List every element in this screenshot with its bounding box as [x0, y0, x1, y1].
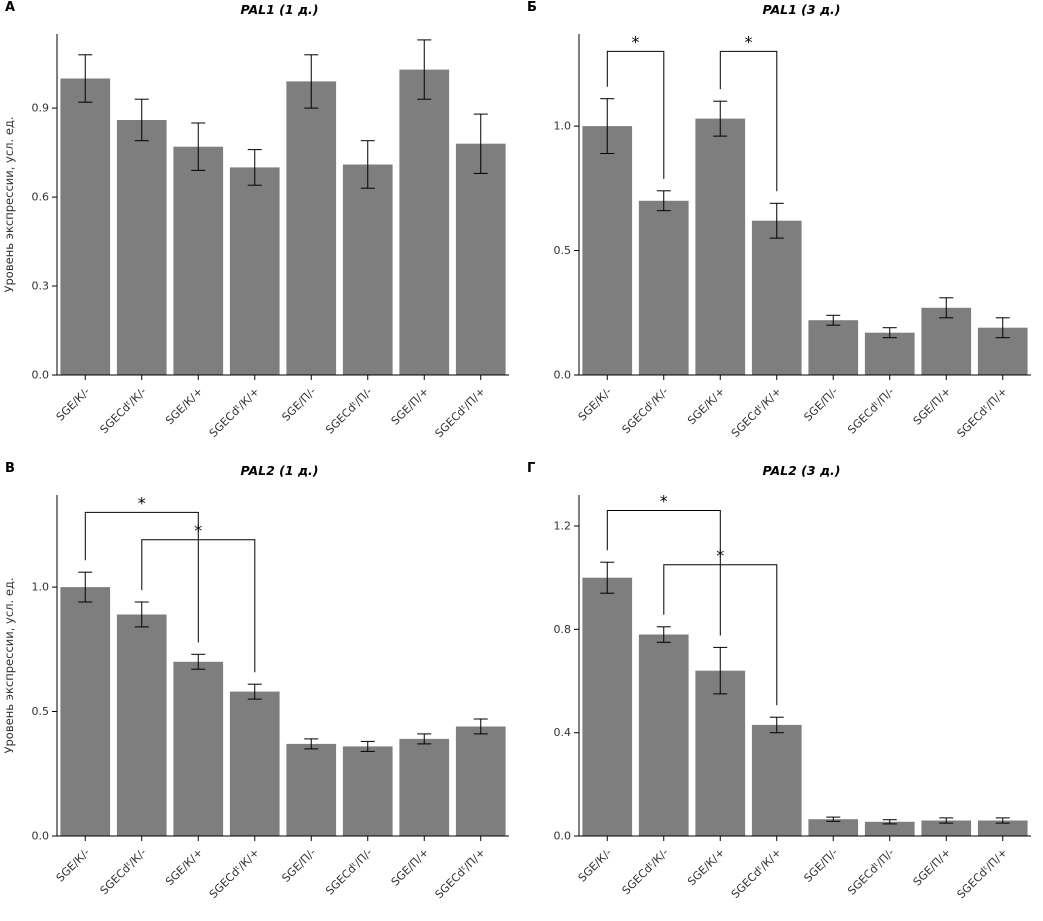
svg-text:0.6: 0.6: [32, 191, 50, 204]
svg-text:0.3: 0.3: [32, 280, 50, 293]
svg-text:SGE/К/+: SGE/К/+: [685, 385, 727, 427]
svg-text:*: *: [194, 521, 202, 540]
panel-v: В PAL2 (1 д.) 0.0 0.5 1.0 SGE/К/- SGECdᵗ/К/-…: [0, 461, 521, 921]
svg-text:*: *: [632, 32, 640, 51]
svg-text:0.0: 0.0: [32, 369, 50, 382]
svg-text:SGE/К/+: SGE/К/+: [163, 385, 205, 427]
panel-letter-v: В: [5, 461, 15, 476]
svg-text:SGECdᵗ/П/-: SGECdᵗ/П/-: [323, 846, 375, 898]
svg-text:SGECdᵗ/П/-: SGECdᵗ/П/-: [845, 385, 897, 437]
svg-text:*: *: [745, 32, 753, 51]
svg-text:SGE/П/+: SGE/П/+: [389, 846, 432, 889]
svg-text:SGE/К/-: SGE/К/-: [576, 846, 615, 885]
svg-text:SGECdᵗ/К/-: SGECdᵗ/К/-: [620, 385, 671, 436]
panel-letter-b: Б: [527, 0, 537, 15]
svg-text:SGECdᵗ/П/+: SGECdᵗ/П/+: [955, 385, 1010, 440]
svg-text:SGECdᵗ/К/-: SGECdᵗ/К/-: [98, 385, 149, 436]
svg-text:SGECdᵗ/К/+: SGECdᵗ/К/+: [207, 846, 262, 901]
svg-text:SGE/К/-: SGE/К/-: [54, 846, 93, 885]
panel-g: Г PAL2 (3 д.) 0.0 0.4 0.8 1.2 SGE/К/- SGECdᵗ/…: [522, 461, 1043, 921]
svg-text:SGECdᵗ/К/+: SGECdᵗ/К/+: [729, 846, 784, 901]
svg-text:Уровень экспрессии, усл. ед.: Уровень экспрессии, усл. ед.: [2, 117, 16, 293]
svg-text:SGE/К/+: SGE/К/+: [685, 846, 727, 888]
svg-text:SGE/П/+: SGE/П/+: [911, 846, 954, 889]
svg-text:SGECdᵗ/П/-: SGECdᵗ/П/-: [323, 385, 375, 437]
svg-text:SGECdᵗ/П/-: SGECdᵗ/П/-: [845, 846, 897, 898]
svg-text:0.0: 0.0: [554, 369, 572, 382]
svg-text:SGECdᵗ/К/-: SGECdᵗ/К/-: [98, 846, 149, 897]
svg-text:Уровень экспрессии, усл. ед.: Уровень экспрессии, усл. ед.: [2, 578, 16, 754]
chart-title-v: PAL2 (1 д.): [240, 463, 319, 478]
svg-text:SGE/К/-: SGE/К/-: [576, 385, 615, 424]
svg-text:SGECdᵗ/К/+: SGECdᵗ/К/+: [729, 385, 784, 440]
svg-text:0.9: 0.9: [32, 102, 50, 115]
svg-text:1.0: 1.0: [32, 581, 50, 594]
svg-text:SGE/П/-: SGE/П/-: [801, 385, 840, 424]
svg-text:SGE/П/-: SGE/П/-: [801, 846, 840, 885]
svg-text:SGE/П/-: SGE/П/-: [279, 385, 318, 424]
svg-text:SGE/П/-: SGE/П/-: [279, 846, 318, 885]
svg-text:1.0: 1.0: [554, 120, 572, 133]
svg-text:SGE/П/+: SGE/П/+: [389, 385, 432, 428]
svg-text:1.2: 1.2: [554, 520, 572, 533]
svg-text:SGE/К/-: SGE/К/-: [54, 385, 93, 424]
svg-text:0.0: 0.0: [32, 830, 50, 843]
svg-text:SGECdᵗ/П/+: SGECdᵗ/П/+: [955, 846, 1010, 901]
panel-b: Б PAL1 (3 д.) 0.0 0.5 1.0 SGE/К/- SGECdᵗ/К/-…: [522, 0, 1043, 460]
chart-title-g: PAL2 (3 д.): [762, 463, 841, 478]
svg-text:0.5: 0.5: [554, 244, 572, 257]
svg-text:0.0: 0.0: [554, 830, 572, 843]
svg-text:0.5: 0.5: [32, 705, 50, 718]
svg-text:SGECdᵗ/П/+: SGECdᵗ/П/+: [433, 846, 488, 901]
svg-text:SGECdᵗ/К/+: SGECdᵗ/К/+: [207, 385, 262, 440]
panel-a: А PAL1 (1 д.) 0.0 0.3 0.6 0.9 SGE/К/- SGECdᵗ/…: [0, 0, 521, 460]
svg-text:*: *: [138, 493, 146, 512]
svg-text:SGECdᵗ/К/-: SGECdᵗ/К/-: [620, 846, 671, 897]
svg-text:0.4: 0.4: [554, 726, 572, 739]
panel-letter-g: Г: [527, 461, 536, 476]
chart-title-a: PAL1 (1 д.): [240, 2, 319, 17]
svg-text:*: *: [660, 492, 668, 511]
panel-letter-a: А: [5, 0, 16, 15]
svg-text:SGE/П/+: SGE/П/+: [911, 385, 954, 428]
svg-text:SGE/К/+: SGE/К/+: [163, 846, 205, 888]
svg-text:SGECdᵗ/П/+: SGECdᵗ/П/+: [433, 385, 488, 440]
svg-text:0.8: 0.8: [554, 623, 572, 636]
chart-title-b: PAL1 (3 д.): [762, 2, 841, 17]
svg-text:*: *: [716, 546, 724, 565]
